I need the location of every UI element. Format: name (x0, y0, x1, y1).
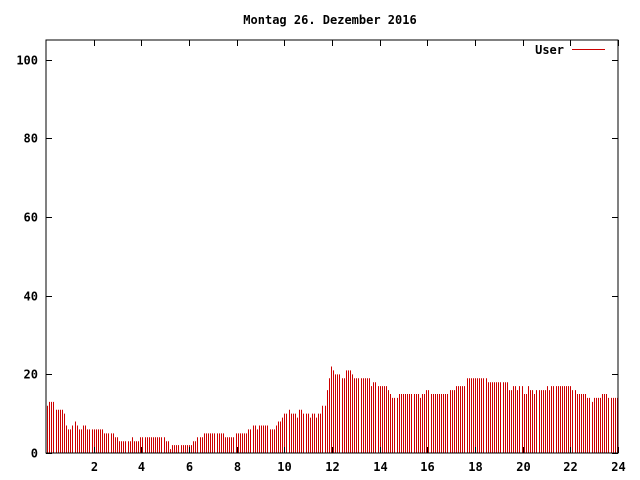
bars-layer (47, 366, 618, 453)
y-tick-label: 40 (24, 290, 38, 304)
x-tick-label: 10 (277, 460, 291, 474)
y-tick-label: 100 (16, 54, 38, 68)
x-tick-label: 2 (91, 460, 98, 474)
y-tick-label: 80 (24, 132, 38, 146)
x-tick-label: 20 (516, 460, 530, 474)
x-tick-label: 12 (325, 460, 339, 474)
x-tick-label: 6 (186, 460, 193, 474)
y-tick-label: 0 (31, 447, 38, 461)
x-tick-label: 22 (563, 460, 577, 474)
chart-title: Montag 26. Dezember 2016 (243, 13, 416, 27)
y-tick-label: 20 (24, 368, 38, 382)
x-tick-label: 18 (468, 460, 482, 474)
x-tick-label: 24 (611, 460, 625, 474)
x-tick-label: 4 (138, 460, 145, 474)
x-tick-label: 14 (373, 460, 387, 474)
legend: User (535, 43, 605, 57)
y-axis: 0 20 40 60 80 100 (16, 54, 618, 461)
legend-series-label: User (535, 43, 564, 57)
y-tick-label: 60 (24, 211, 38, 225)
x-tick-label: 8 (234, 460, 241, 474)
x-tick-label: 16 (420, 460, 434, 474)
x-axis: 2 4 6 8 10 12 14 16 18 20 22 24 (91, 40, 626, 474)
